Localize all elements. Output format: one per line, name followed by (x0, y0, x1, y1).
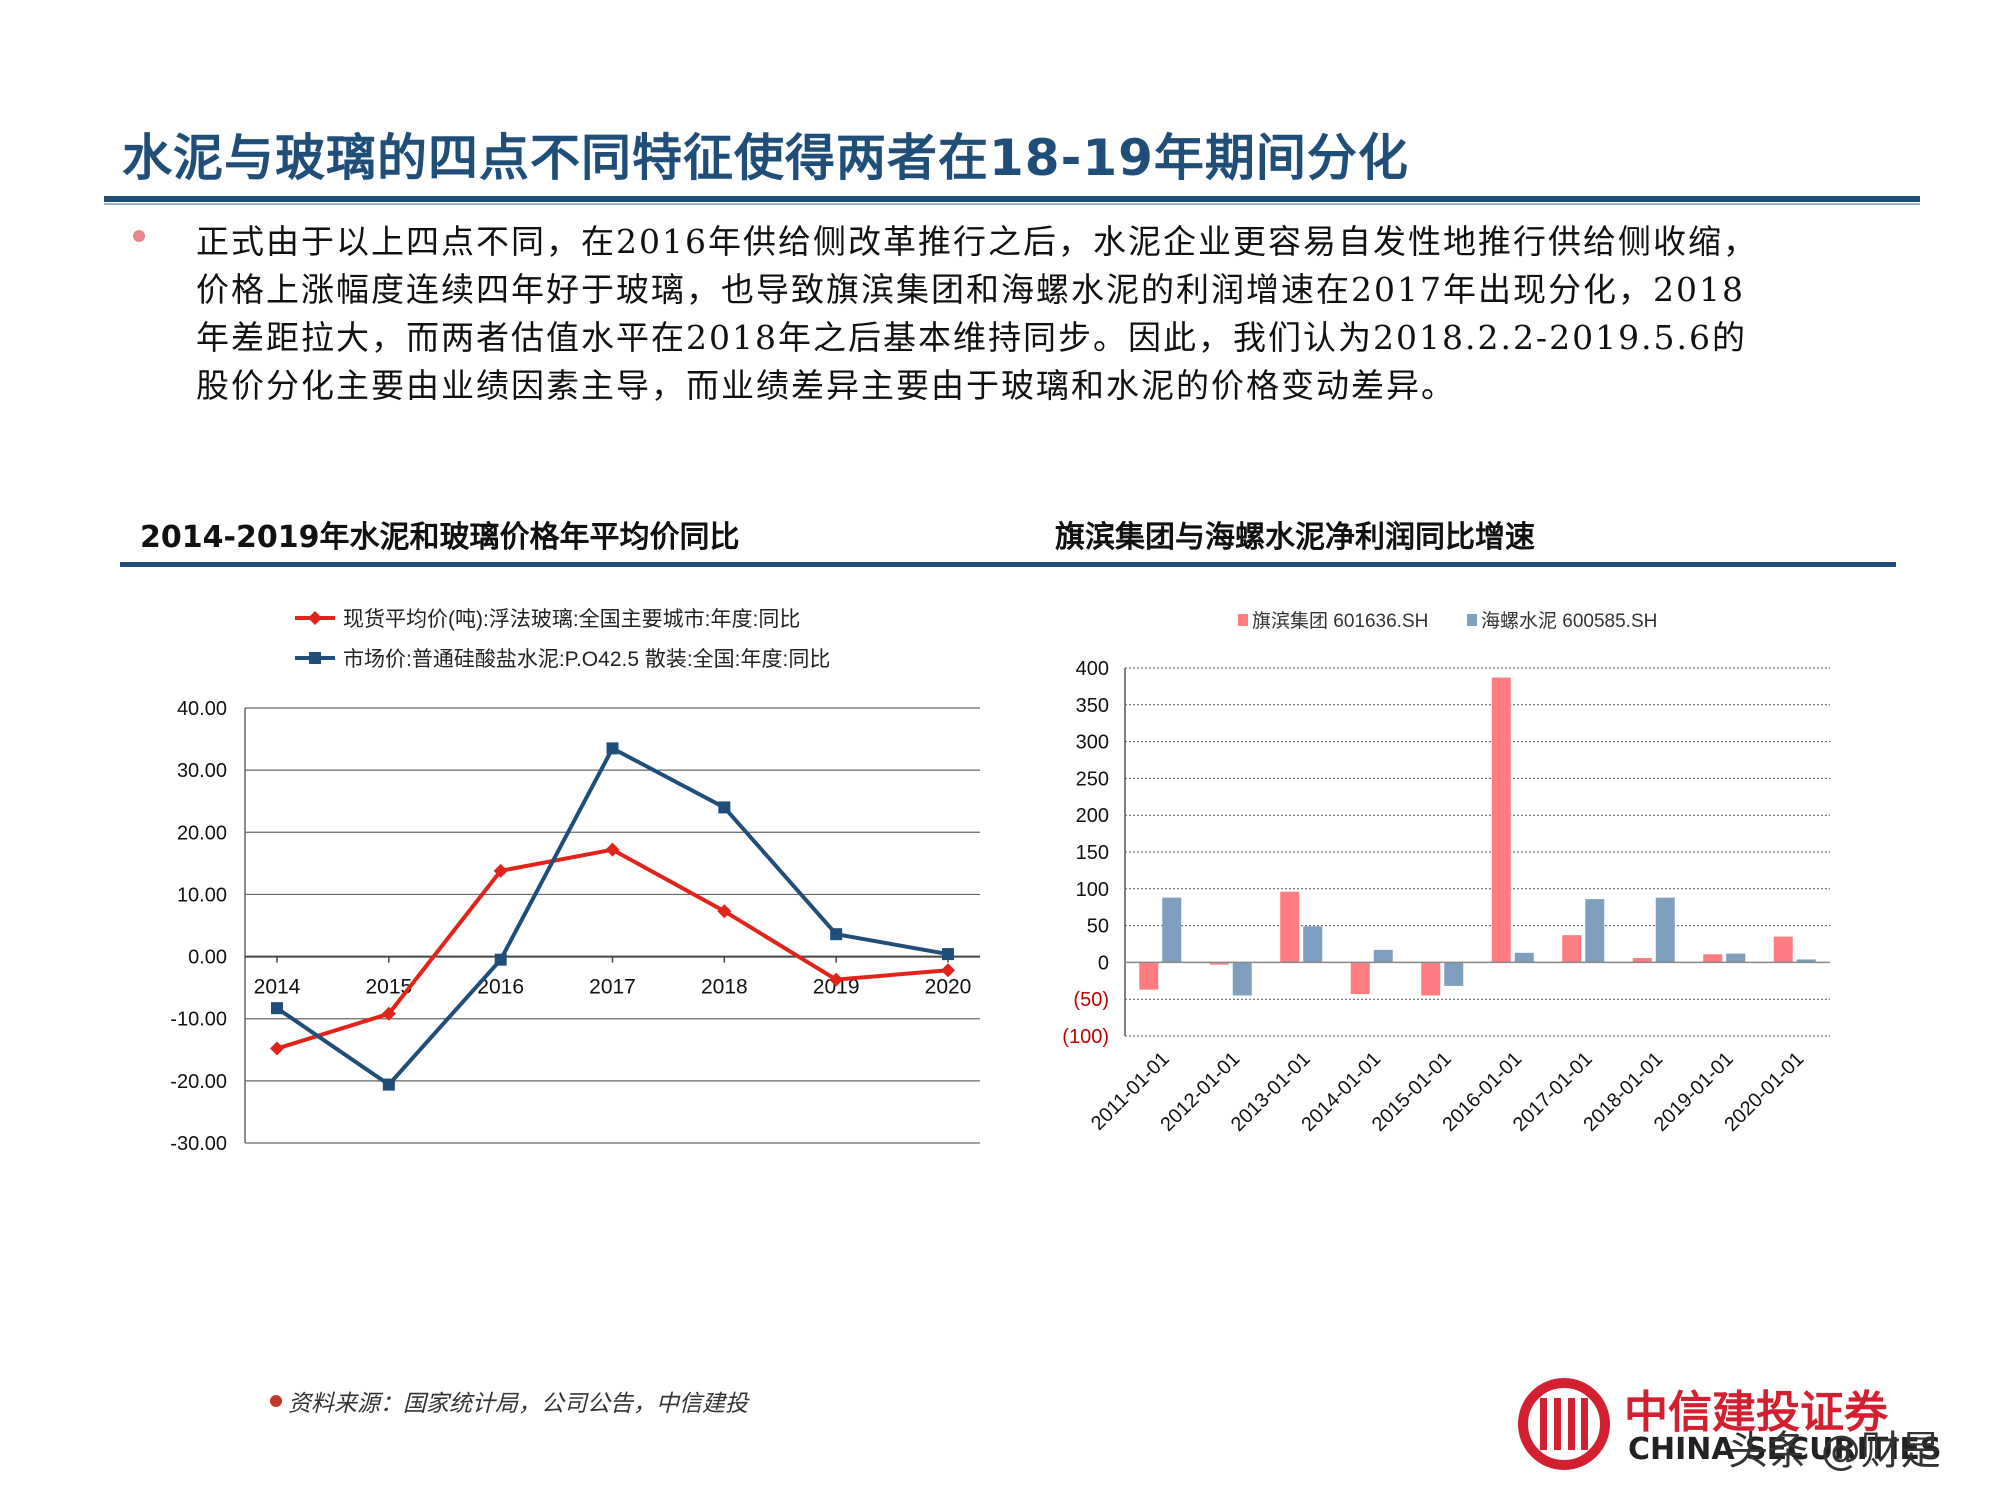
title-rule-thin (104, 203, 1920, 205)
legend-swatch (1467, 614, 1477, 626)
logo-bars-icon (1540, 1398, 1588, 1450)
left-chart-title: 2014-2019年水泥和玻璃价格年平均价同比 (140, 520, 740, 555)
data-point (606, 742, 619, 755)
logo-text-en: CHINA SECURITIES (1628, 1432, 1942, 1467)
bar (1773, 936, 1793, 963)
body-line: 年差距拉大，而两者估值水平在2018年之后基本维持同步。因此，我们认为2018.… (196, 318, 1748, 357)
data-point (718, 801, 731, 814)
y-tick-label: -20.00 (170, 1071, 227, 1093)
source-bullet-icon (270, 1395, 282, 1407)
data-point (717, 904, 732, 919)
data-point (381, 1006, 396, 1021)
x-tick-label: 2020 (925, 976, 972, 999)
bar (1703, 954, 1723, 963)
bar (1350, 962, 1370, 995)
y-tick-label: 0 (1098, 952, 1109, 974)
y-tick-label: 250 (1076, 768, 1109, 790)
legend-swatch (1238, 614, 1248, 626)
bar (1139, 962, 1159, 990)
y-tick-label: 300 (1076, 732, 1109, 754)
y-tick-label: 200 (1076, 805, 1109, 827)
data-point (270, 1041, 284, 1056)
series-line (275, 745, 949, 1088)
bar (1726, 953, 1746, 963)
bar (1421, 962, 1441, 996)
right-chart-title: 旗滨集团与海螺水泥净利润同比增速 (1055, 520, 1535, 555)
source-note: 资料来源：国家统计局，公司公告，中信建投 (288, 1391, 748, 1417)
data-point (494, 953, 507, 966)
x-tick-label: 2019 (813, 976, 860, 999)
y-tick-label: -10.00 (170, 1009, 227, 1031)
x-tick-label: 2014 (254, 976, 301, 999)
x-tick-label: 2015 (365, 976, 412, 999)
legend-marker-icon (308, 611, 322, 625)
y-tick-label: 400 (1076, 658, 1109, 680)
y-tick-label: (100) (1062, 1026, 1109, 1048)
y-tick-label: 50 (1087, 916, 1109, 938)
body-line: 股价分化主要由业绩因素主导，而业绩差异主要由于玻璃和水泥的价格变动差异。 (196, 366, 1456, 405)
y-tick-label: 40.00 (177, 698, 227, 720)
bar (1491, 677, 1511, 963)
x-tick-label: 2016 (477, 976, 524, 999)
watermark: 头条 @财是 (1728, 1428, 1941, 1474)
y-tick-label: 350 (1076, 695, 1109, 717)
bar (1655, 897, 1675, 963)
legend-label: 现货平均价(吨):浮法玻璃:全国主要城市:年度:同比 (343, 608, 800, 631)
x-tick-label: 2018 (701, 976, 748, 999)
bar (1373, 949, 1393, 963)
x-tick-label: 2017 (589, 976, 636, 999)
bar (1562, 935, 1582, 963)
bar (1585, 899, 1605, 963)
y-tick-label: 10.00 (177, 884, 227, 906)
bar (1444, 962, 1464, 986)
bar (1514, 952, 1534, 963)
y-tick-label: 20.00 (177, 822, 227, 844)
logo-text-cn: 中信建投证券 (1624, 1387, 1888, 1438)
page-title: 水泥与玻璃的四点不同特征使得两者在18-19年期间分化 (122, 129, 1409, 187)
data-point (605, 842, 620, 857)
body-paragraph: 正式由于以上四点不同，在2016年供给侧改革推行之后，水泥企业更容易自发性地推行… (196, 218, 1896, 410)
bar (1162, 897, 1182, 963)
data-point (942, 948, 954, 961)
y-tick-label: (50) (1073, 989, 1109, 1011)
legend-label: 旗滨集团 601636.SH (1252, 610, 1428, 632)
bar (1280, 891, 1300, 963)
data-point (830, 928, 843, 941)
title-rule (104, 196, 1920, 202)
y-tick-label: 150 (1076, 842, 1109, 864)
bar (1632, 957, 1652, 963)
profit-growth-bar-chart: 旗滨集团 601636.SH 海螺水泥 600585.SH 400 350 300 250… (1062, 610, 1830, 1136)
price-yoy-line-chart: 现货平均价(吨):浮法玻璃:全国主要城市:年度:同比市场价:普通硅酸盐水泥:P.… (170, 608, 980, 1155)
bar (1232, 962, 1252, 996)
y-tick-label: -30.00 (170, 1133, 227, 1155)
body-line: 价格上涨幅度连续四年好于玻璃，也导致旗滨集团和海螺水泥的利润增速在2017年出现… (196, 270, 1745, 309)
y-tick-label: 30.00 (177, 760, 227, 782)
data-point (382, 1078, 395, 1091)
data-point (271, 1002, 283, 1015)
legend-label: 市场价:普通硅酸盐水泥:P.O42.5 散装:全国:年度:同比 (343, 648, 830, 671)
bullet-icon (133, 230, 145, 242)
chart-title-rule (120, 562, 1896, 567)
y-tick-label: 100 (1076, 879, 1109, 901)
bar (1796, 959, 1816, 963)
legend-marker-icon (309, 652, 321, 664)
body-line: 正式由于以上四点不同，在2016年供给侧改革推行之后，水泥企业更容易自发性地推行… (196, 222, 1758, 261)
data-point (493, 863, 508, 878)
bar (1209, 962, 1229, 965)
logo-circle-icon (1518, 1378, 1610, 1470)
y-tick-label: 0.00 (188, 947, 227, 969)
data-point (829, 972, 844, 987)
legend-label: 海螺水泥 600585.SH (1481, 610, 1657, 632)
bar (1303, 926, 1323, 963)
data-point (941, 963, 955, 978)
